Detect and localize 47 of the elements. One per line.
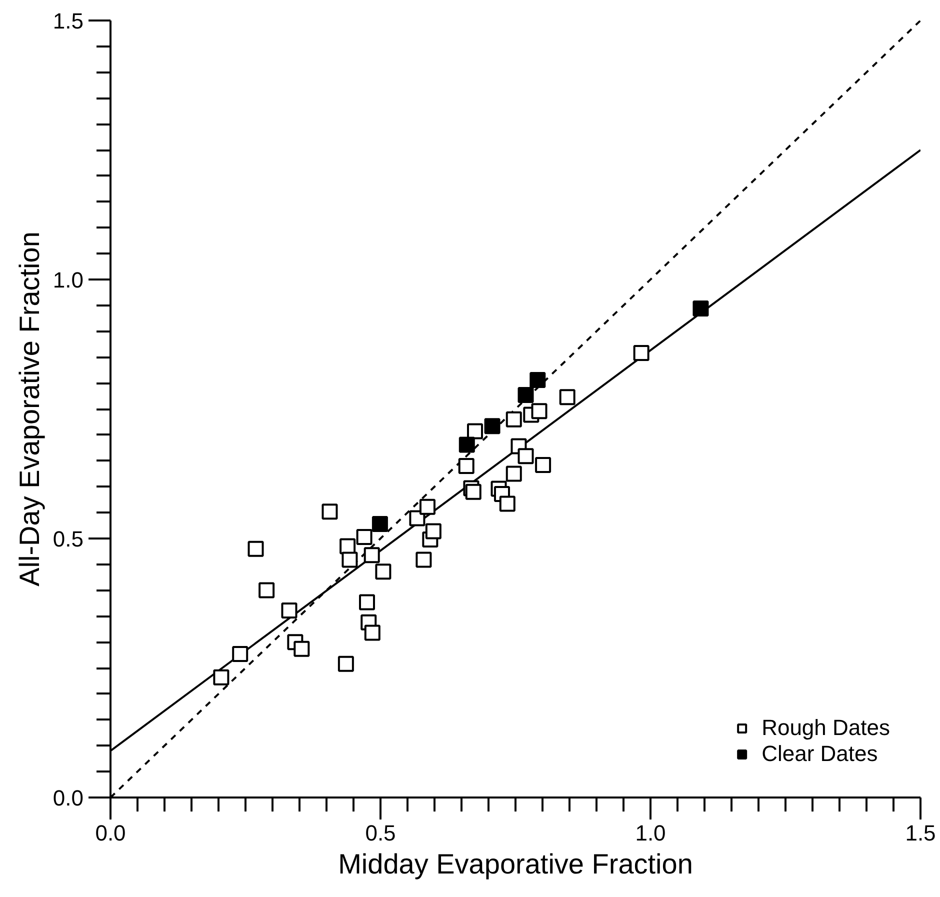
- x-tick-label: 1.0: [635, 820, 666, 846]
- point: [356, 528, 372, 545]
- point: [518, 387, 534, 404]
- point: [458, 436, 475, 453]
- y-axis-title: All-Day Evaporative Fraction: [14, 232, 45, 586]
- point: [458, 458, 474, 474]
- point: [531, 403, 548, 420]
- point: [338, 656, 354, 672]
- point: [294, 640, 310, 657]
- point: [425, 523, 442, 540]
- x-tick-label: 0.5: [365, 820, 396, 846]
- point: [322, 504, 338, 520]
- x-tick-label: 1.5: [905, 820, 936, 846]
- point: [281, 602, 298, 618]
- point: [465, 484, 482, 500]
- point: [499, 496, 516, 512]
- y-tick-label: 1.5: [52, 8, 84, 34]
- point: [518, 448, 534, 464]
- point: [535, 456, 552, 473]
- point: [342, 552, 358, 568]
- legend-label: Rough Dates: [762, 715, 890, 741]
- point: [506, 411, 522, 428]
- point: [467, 423, 483, 440]
- point: [364, 547, 380, 564]
- point: [232, 646, 248, 662]
- point: [375, 564, 392, 580]
- point: [530, 372, 546, 388]
- point: [559, 389, 576, 406]
- point: [359, 594, 375, 610]
- x-tick-label: 0.0: [95, 820, 126, 846]
- point: [258, 582, 275, 598]
- point: [409, 510, 426, 526]
- point: [372, 516, 388, 532]
- legend-label: Clear Dates: [762, 741, 878, 767]
- point: [213, 669, 230, 686]
- point: [364, 624, 380, 641]
- y-tick-label: 0.0: [52, 786, 84, 810]
- y-tick-label: 1.0: [52, 268, 84, 292]
- point: [416, 552, 432, 568]
- point: [633, 345, 650, 362]
- point: [248, 540, 264, 557]
- y-tick-label: 0.5: [52, 526, 84, 552]
- point: [484, 418, 500, 434]
- point: [419, 498, 436, 515]
- point: [692, 300, 709, 317]
- point: [506, 466, 522, 482]
- x-axis-title: Midday Evaporative Fraction: [338, 848, 693, 880]
